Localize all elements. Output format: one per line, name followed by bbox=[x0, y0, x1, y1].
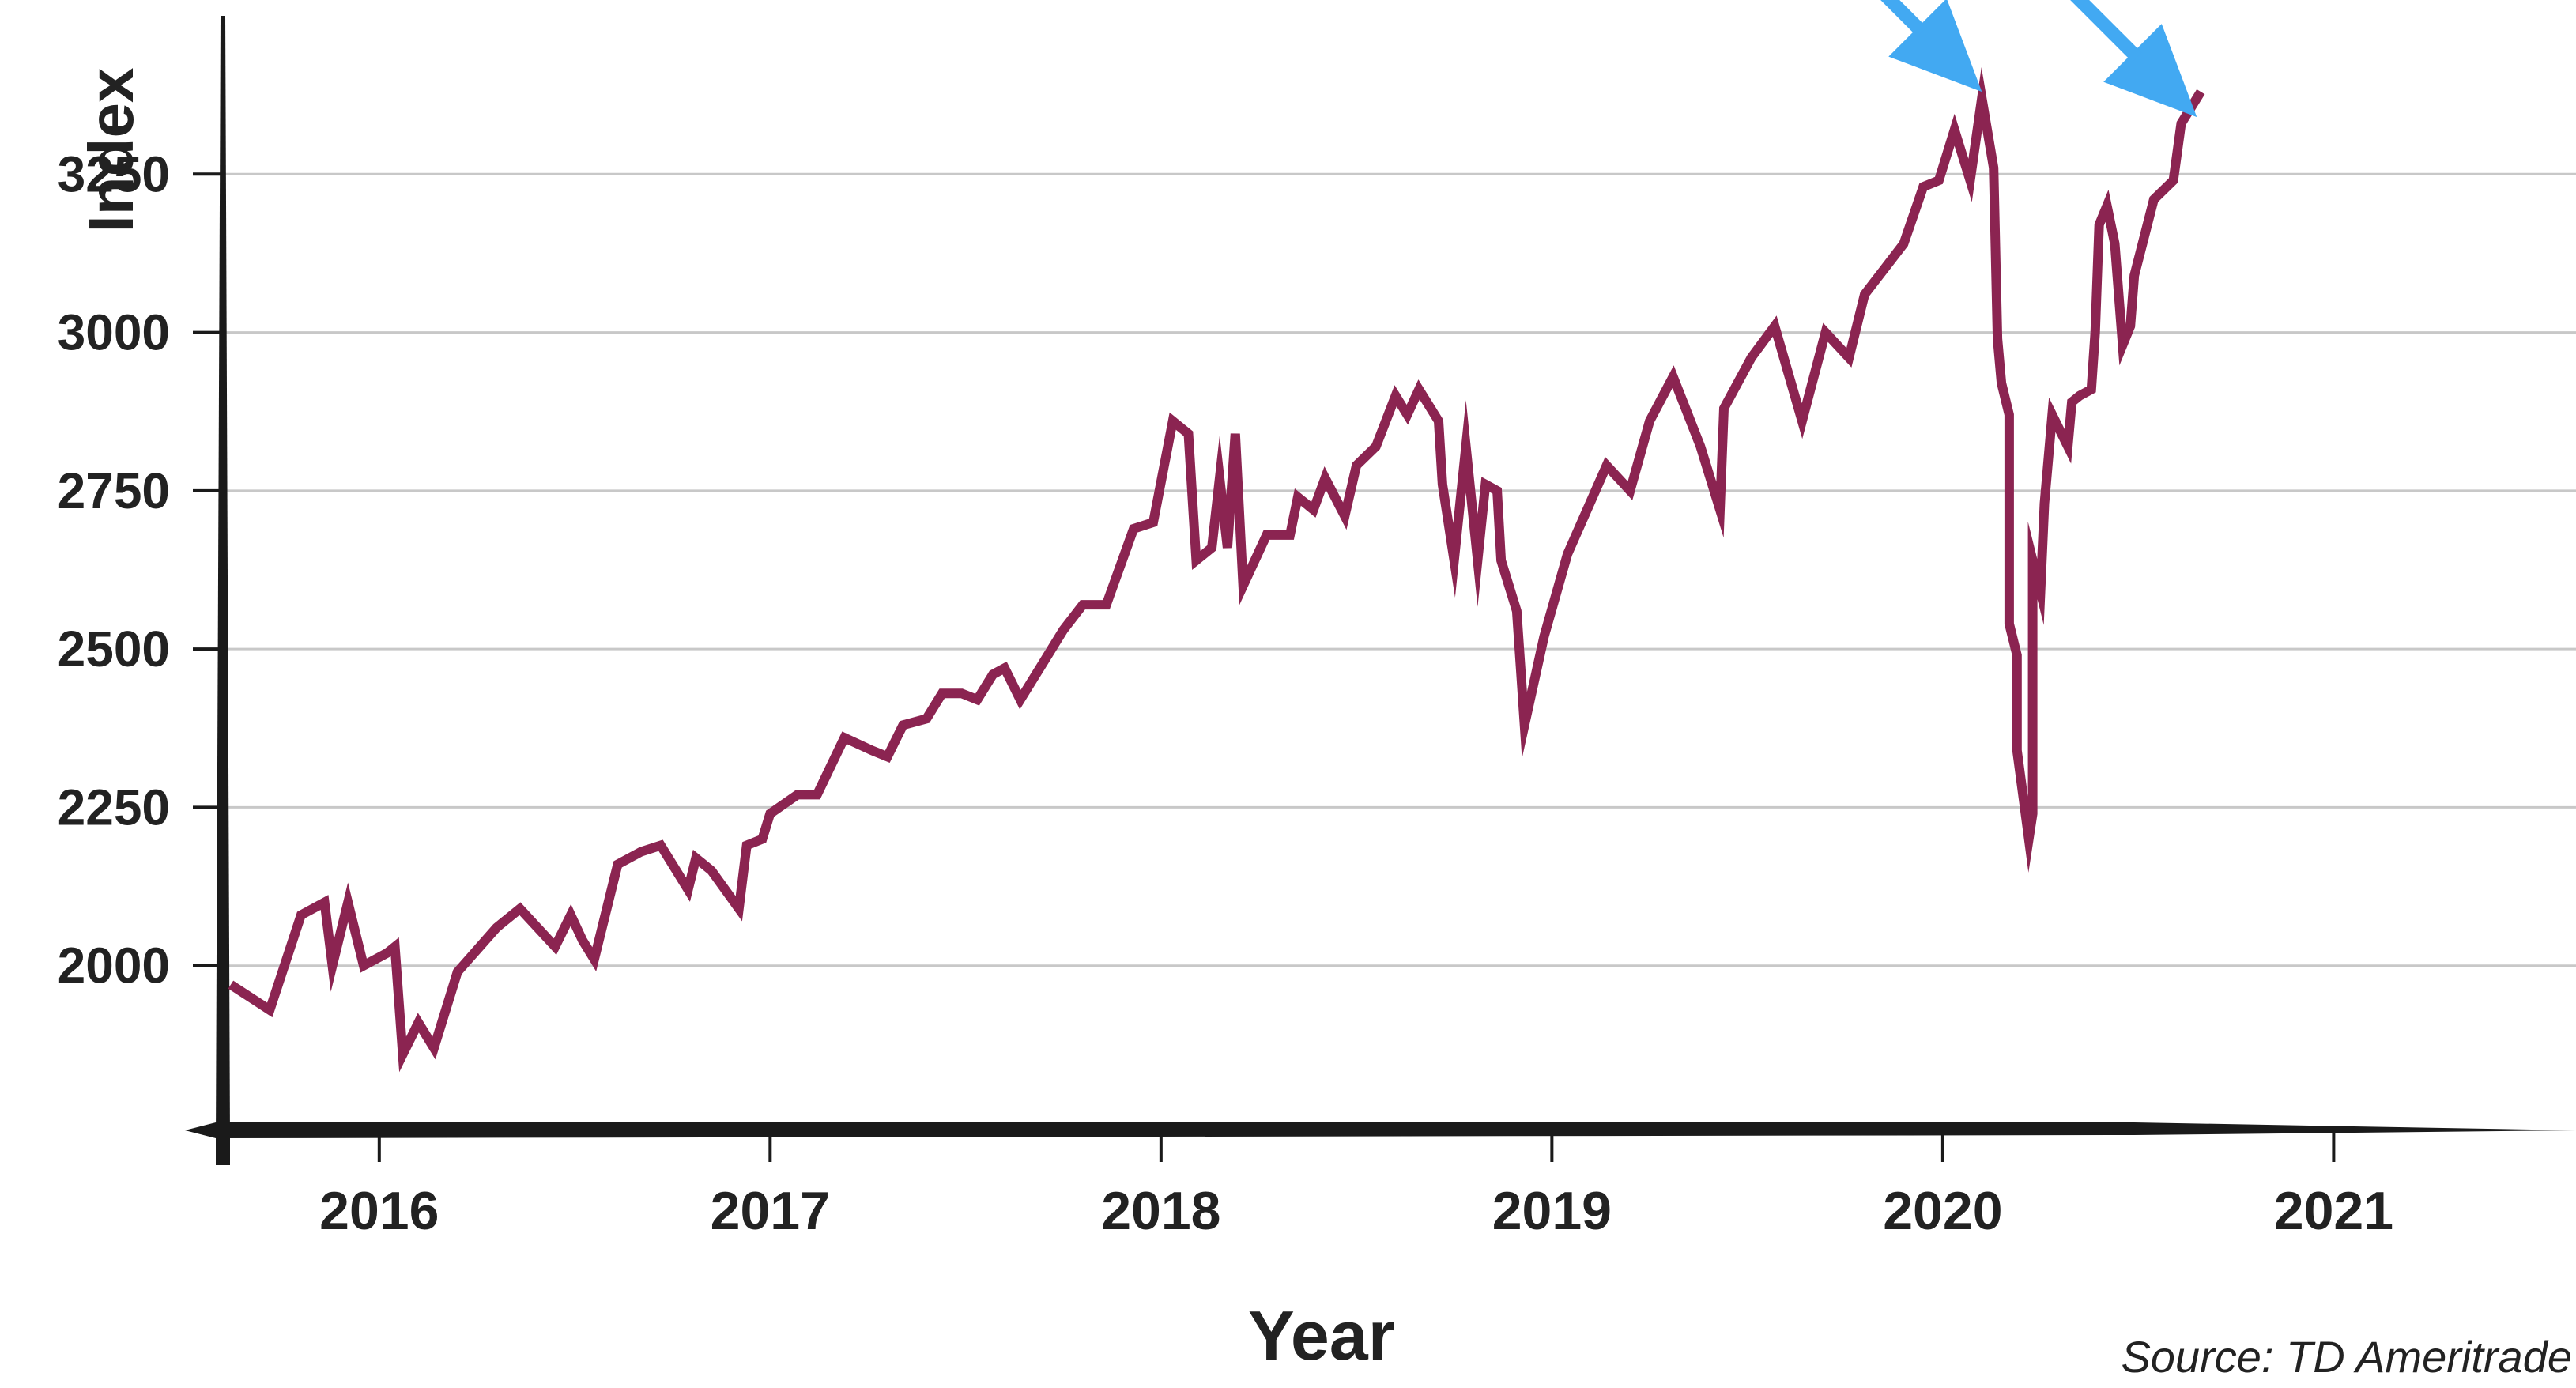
arrow-peak-2020-arrow bbox=[1880, 0, 1982, 92]
arrow-shaft bbox=[2070, 0, 2142, 62]
x-tick-label: 2021 bbox=[2274, 1181, 2393, 1241]
x-tick-label: 2016 bbox=[319, 1181, 439, 1241]
y-tick-label: 3250 bbox=[58, 145, 170, 202]
index-line bbox=[228, 67, 2205, 1073]
x-tick-label: 2020 bbox=[1883, 1181, 2002, 1241]
x-tick-label: 2018 bbox=[1101, 1181, 1220, 1241]
annotations bbox=[1880, 0, 2197, 118]
y-tick-label: 2750 bbox=[58, 462, 170, 519]
y-tick-label: 3000 bbox=[58, 304, 170, 361]
y-axis-line bbox=[216, 16, 230, 1165]
x-axis-line bbox=[185, 1122, 2576, 1138]
y-axis-title: Index bbox=[76, 68, 146, 233]
y-tick-label: 2500 bbox=[58, 620, 170, 677]
source-note: Source: TD Ameritrade bbox=[2121, 1332, 2572, 1382]
x-tick-label: 2019 bbox=[1492, 1181, 1612, 1241]
arrow-shaft bbox=[1880, 0, 1927, 37]
gridlines bbox=[223, 172, 2576, 967]
x-tick-label: 2017 bbox=[711, 1181, 830, 1241]
y-tick-label: 2000 bbox=[58, 937, 170, 994]
arrow-peak-2021-arrow bbox=[2070, 0, 2197, 118]
arrow-head bbox=[2103, 24, 2197, 118]
arrow-head bbox=[1888, 0, 1982, 92]
y-tick-label: 2250 bbox=[58, 779, 170, 835]
x-axis-title: Year bbox=[1248, 1296, 1395, 1375]
series-layer bbox=[228, 67, 2205, 1073]
axes bbox=[185, 16, 2576, 1165]
tick-labels: 2000 2250 2500 2750 3000 3250 2016 2017 2018 2019… bbox=[58, 145, 2393, 1241]
